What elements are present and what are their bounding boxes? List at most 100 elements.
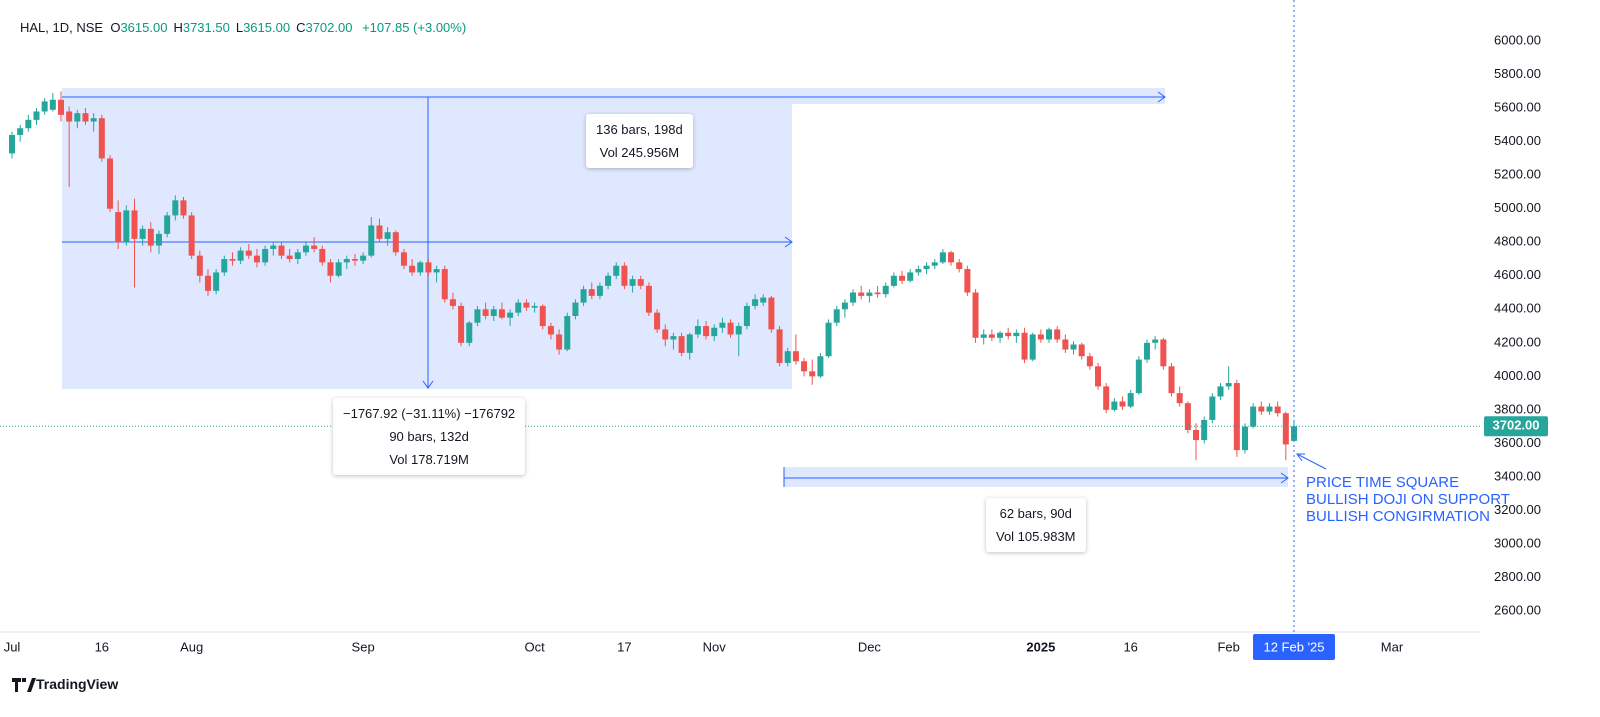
candle-body bbox=[213, 272, 220, 291]
candle-body bbox=[1005, 332, 1012, 337]
arrow-head bbox=[1157, 91, 1166, 103]
candle-body bbox=[57, 99, 64, 115]
candle-body bbox=[131, 210, 138, 239]
candle-body bbox=[605, 275, 612, 286]
crosshair-date-label: 12 Feb '25 bbox=[1263, 639, 1324, 654]
candle-body bbox=[262, 248, 269, 263]
x-tick-label: 17 bbox=[617, 639, 631, 654]
ohlc-items: O3615.00 H3731.50 L3615.00 C3702.00 bbox=[110, 20, 358, 35]
candle-body bbox=[368, 225, 375, 256]
candle-body bbox=[1258, 406, 1265, 412]
candle-body bbox=[531, 305, 538, 308]
candle-body bbox=[351, 259, 358, 261]
candle-body bbox=[760, 297, 767, 303]
measure-band bbox=[784, 467, 1288, 487]
y-tick-label: 5600.00 bbox=[1494, 100, 1541, 115]
candle-body bbox=[335, 262, 342, 276]
candle-body bbox=[1086, 356, 1093, 367]
candle-body bbox=[1070, 344, 1077, 350]
candle-body bbox=[1095, 366, 1102, 387]
label-line: −1767.92 (−31.11%) −176792 bbox=[343, 406, 516, 421]
arrow-head bbox=[1296, 453, 1305, 462]
measure-band bbox=[62, 88, 1165, 104]
candle-body bbox=[1062, 339, 1069, 350]
candle-body bbox=[899, 275, 906, 281]
candle-body bbox=[703, 326, 710, 337]
label-line: 136 bars, 198d bbox=[596, 122, 683, 137]
candle-body bbox=[645, 285, 652, 313]
label-line: PRICE TIME SQUARE bbox=[1306, 474, 1460, 491]
label-line: 62 bars, 90d bbox=[999, 506, 1072, 521]
candle-body bbox=[588, 289, 595, 296]
candle-body bbox=[196, 255, 203, 276]
candle-body bbox=[1282, 413, 1289, 445]
y-tick-label: 3600.00 bbox=[1494, 435, 1541, 450]
candle-body bbox=[286, 255, 293, 260]
candle-body bbox=[319, 248, 326, 263]
arrow-head bbox=[784, 236, 793, 248]
candle-body bbox=[1233, 383, 1240, 451]
candle-body bbox=[1021, 332, 1028, 360]
candle-body bbox=[1152, 339, 1159, 343]
candle-body bbox=[1013, 332, 1020, 337]
candle-body bbox=[1029, 334, 1036, 360]
candle-body bbox=[743, 305, 750, 327]
y-tick-label: 3400.00 bbox=[1494, 468, 1541, 483]
y-tick-label: 3800.00 bbox=[1494, 401, 1541, 416]
measure-label: −1767.92 (−31.11%) −176792 90 bars, 132d V… bbox=[333, 398, 526, 475]
candle-body bbox=[507, 312, 514, 318]
candle-body bbox=[727, 322, 734, 335]
candle-body bbox=[556, 334, 563, 350]
candle-body bbox=[890, 275, 897, 286]
candle-body bbox=[343, 259, 350, 263]
candle-body bbox=[49, 99, 56, 110]
candle-body bbox=[498, 309, 505, 318]
candle-body bbox=[221, 259, 228, 273]
y-tick-label: 2800.00 bbox=[1494, 569, 1541, 584]
candle-body bbox=[1274, 406, 1281, 414]
candle-body bbox=[33, 111, 40, 120]
candle-body bbox=[1119, 401, 1126, 407]
symbol-header: HAL, 1D, NSE O3615.00 H3731.50 L3615.00 C37… bbox=[20, 20, 472, 35]
candle-body bbox=[115, 212, 122, 243]
candle-body bbox=[229, 259, 236, 261]
candle-body bbox=[1266, 406, 1273, 412]
arrow-head bbox=[1280, 472, 1289, 484]
candle-body bbox=[850, 292, 857, 303]
candle-body bbox=[833, 309, 840, 323]
candle-body bbox=[1242, 426, 1249, 451]
label-line: Vol 245.956M bbox=[599, 145, 680, 160]
ohlc-key: C bbox=[296, 20, 306, 35]
candle-body bbox=[204, 275, 211, 291]
candle-body bbox=[417, 262, 424, 273]
x-tick-label: Nov bbox=[703, 639, 727, 654]
candle-body bbox=[384, 232, 391, 239]
candle-body bbox=[596, 285, 603, 296]
candle-body bbox=[882, 285, 889, 295]
candle-body bbox=[25, 119, 32, 129]
measure-label: 62 bars, 90d Vol 105.983M bbox=[986, 498, 1086, 552]
y-tick-label: 4600.00 bbox=[1494, 267, 1541, 282]
candle-body bbox=[915, 269, 922, 273]
candle-body bbox=[997, 332, 1004, 338]
last-price-tag bbox=[1484, 416, 1548, 437]
candle-body bbox=[433, 269, 440, 273]
x-tick-label: Mar bbox=[1381, 639, 1404, 654]
candle-body bbox=[392, 232, 399, 253]
candle-body bbox=[776, 329, 783, 363]
candle-body bbox=[866, 292, 873, 296]
annotation: PRICE TIME SQUARE BULLISH DOJI ON SUPPORT… bbox=[1306, 474, 1510, 525]
candle-body bbox=[123, 210, 130, 243]
candle-body bbox=[654, 312, 661, 330]
x-tick-label: Sep bbox=[352, 639, 375, 654]
candle-body bbox=[874, 292, 881, 295]
candle-body bbox=[1193, 429, 1200, 441]
candle-body bbox=[155, 233, 162, 246]
candle-body bbox=[923, 265, 930, 270]
candle-body bbox=[1054, 329, 1061, 340]
candle-body bbox=[482, 309, 489, 316]
candle-body bbox=[409, 265, 416, 273]
candle-body bbox=[441, 269, 448, 300]
y-tick-label: 4400.00 bbox=[1494, 301, 1541, 316]
